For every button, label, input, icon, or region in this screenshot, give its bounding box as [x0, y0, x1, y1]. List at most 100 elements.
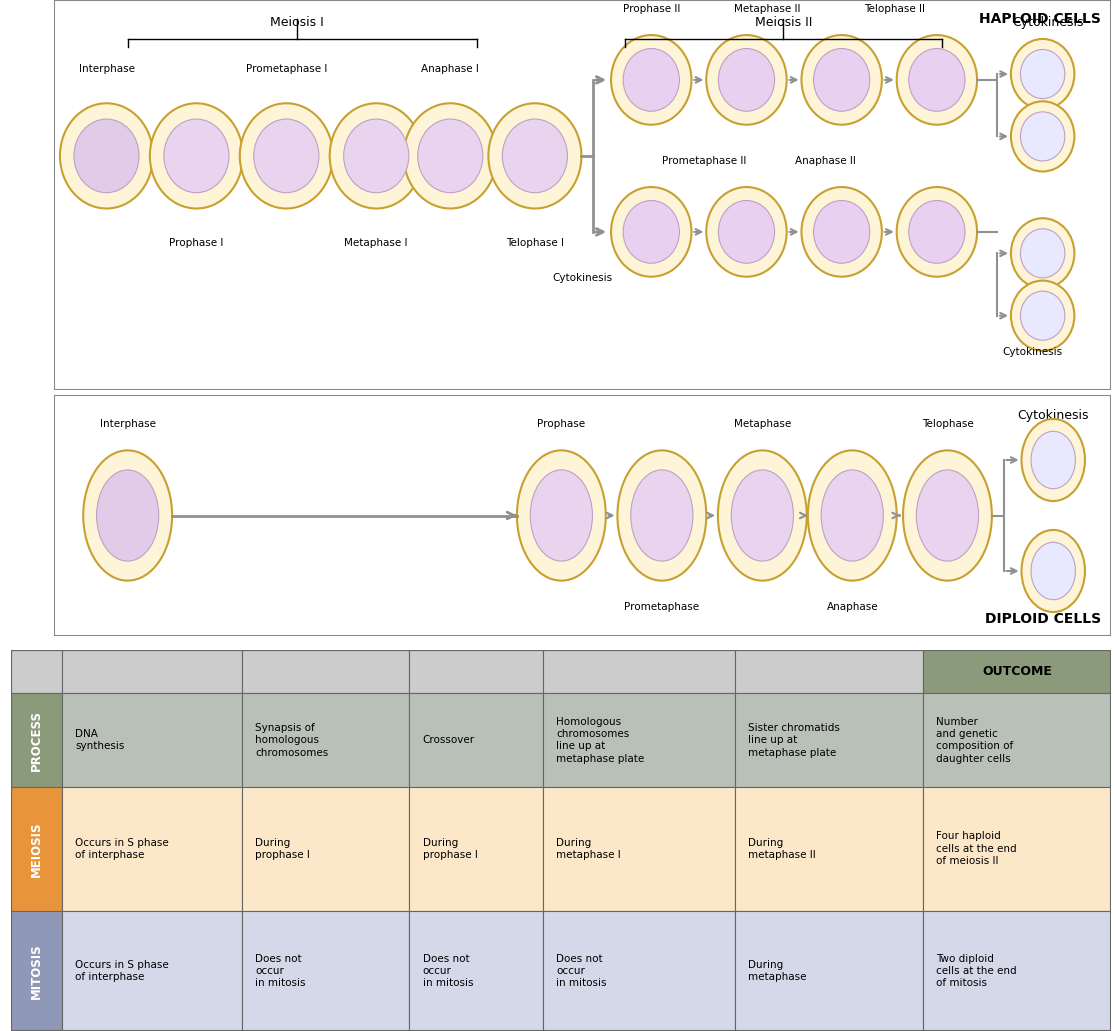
Text: MEIOSIS: MEIOSIS [30, 821, 44, 876]
Text: During
metaphase: During metaphase [748, 960, 806, 983]
Ellipse shape [240, 103, 333, 208]
Ellipse shape [74, 119, 140, 193]
Ellipse shape [1031, 431, 1076, 489]
Ellipse shape [706, 187, 786, 276]
Bar [543, 694, 735, 787]
Ellipse shape [164, 119, 229, 193]
Text: PROCESS: PROCESS [30, 709, 44, 770]
Ellipse shape [488, 103, 582, 208]
Text: During
prophase I: During prophase I [422, 837, 478, 860]
Text: Synapsis of
homologous
chromosomes: Synapsis of homologous chromosomes [255, 723, 328, 758]
Text: Cytokinesis: Cytokinesis [1002, 346, 1062, 357]
Ellipse shape [1021, 49, 1065, 99]
Ellipse shape [1021, 111, 1065, 161]
Ellipse shape [718, 200, 774, 263]
Text: Interphase: Interphase [99, 419, 155, 429]
Ellipse shape [60, 103, 153, 208]
Text: Does not
occur
in mitosis: Does not occur in mitosis [556, 954, 607, 989]
Ellipse shape [1011, 39, 1075, 109]
Ellipse shape [84, 451, 172, 580]
Ellipse shape [611, 187, 691, 276]
Text: Telophase: Telophase [922, 419, 973, 429]
Ellipse shape [916, 470, 978, 561]
Bar [242, 787, 410, 910]
Ellipse shape [1011, 219, 1075, 289]
Ellipse shape [1011, 280, 1075, 351]
Text: Prophase II: Prophase II [622, 4, 680, 13]
Text: Prophase: Prophase [537, 419, 585, 429]
Ellipse shape [618, 451, 706, 580]
Text: Prometaphase II: Prometaphase II [662, 156, 746, 166]
Bar [11, 650, 63, 694]
Bar [63, 650, 242, 694]
Bar [543, 650, 735, 694]
Bar [242, 910, 410, 1031]
Text: DNA
synthesis: DNA synthesis [75, 729, 125, 752]
Ellipse shape [403, 103, 497, 208]
Text: Interphase: Interphase [78, 64, 134, 74]
Text: Metaphase I: Metaphase I [344, 238, 408, 247]
Bar [11, 694, 63, 787]
Ellipse shape [254, 119, 319, 193]
Ellipse shape [802, 187, 882, 276]
Bar [63, 910, 242, 1031]
Ellipse shape [611, 35, 691, 125]
Text: Prometaphase I: Prometaphase I [246, 64, 327, 74]
Ellipse shape [821, 470, 884, 561]
Bar [923, 694, 1111, 787]
Text: MITOSIS: MITOSIS [30, 943, 44, 999]
Text: Occurs in S phase
of interphase: Occurs in S phase of interphase [75, 837, 169, 860]
Bar [923, 910, 1111, 1031]
Ellipse shape [1021, 291, 1065, 340]
Text: Meiosis I: Meiosis I [270, 15, 324, 29]
Text: OUTCOME: OUTCOME [982, 665, 1052, 678]
Text: Cytokinesis: Cytokinesis [553, 273, 612, 282]
Bar [410, 910, 543, 1031]
Ellipse shape [531, 470, 592, 561]
Ellipse shape [517, 451, 605, 580]
Ellipse shape [718, 48, 774, 111]
Bar [242, 650, 410, 694]
Ellipse shape [903, 451, 992, 580]
Text: Prometaphase: Prometaphase [624, 602, 699, 612]
Text: During
metaphase II: During metaphase II [748, 837, 815, 860]
Text: Four haploid
cells at the end
of meiosis II: Four haploid cells at the end of meiosis… [936, 831, 1016, 866]
Ellipse shape [96, 470, 159, 561]
Ellipse shape [623, 200, 679, 263]
Ellipse shape [808, 451, 897, 580]
Text: Crossover: Crossover [422, 735, 475, 745]
Ellipse shape [1022, 419, 1085, 501]
Bar [11, 787, 63, 910]
Bar [63, 787, 242, 910]
Text: Cytokinesis: Cytokinesis [1012, 15, 1083, 29]
Ellipse shape [503, 119, 567, 193]
Ellipse shape [631, 470, 693, 561]
Ellipse shape [897, 35, 977, 125]
Text: During
prophase I: During prophase I [255, 837, 311, 860]
Text: During
metaphase I: During metaphase I [556, 837, 621, 860]
Text: HAPLOID CELLS: HAPLOID CELLS [978, 11, 1101, 26]
Text: Number
and genetic
composition of
daughter cells: Number and genetic composition of daught… [936, 717, 1013, 764]
Ellipse shape [1021, 229, 1065, 278]
Ellipse shape [718, 451, 806, 580]
Text: Telophase II: Telophase II [865, 4, 925, 13]
Ellipse shape [1031, 542, 1076, 600]
Ellipse shape [706, 35, 786, 125]
Bar [242, 694, 410, 787]
Ellipse shape [909, 48, 965, 111]
Ellipse shape [344, 119, 409, 193]
Ellipse shape [1022, 530, 1085, 612]
Ellipse shape [909, 200, 965, 263]
Text: DIPLOID CELLS: DIPLOID CELLS [985, 612, 1101, 627]
Bar [735, 910, 923, 1031]
Bar [923, 650, 1111, 694]
Ellipse shape [732, 470, 793, 561]
Text: Telophase I: Telophase I [506, 238, 564, 247]
Text: MEIOSIS: MEIOSIS [25, 159, 40, 231]
Bar [543, 787, 735, 910]
Text: Anaphase II: Anaphase II [795, 156, 857, 166]
Bar [735, 650, 923, 694]
Bar [543, 910, 735, 1031]
Ellipse shape [418, 119, 483, 193]
Text: Cytokinesis: Cytokinesis [1018, 409, 1089, 423]
